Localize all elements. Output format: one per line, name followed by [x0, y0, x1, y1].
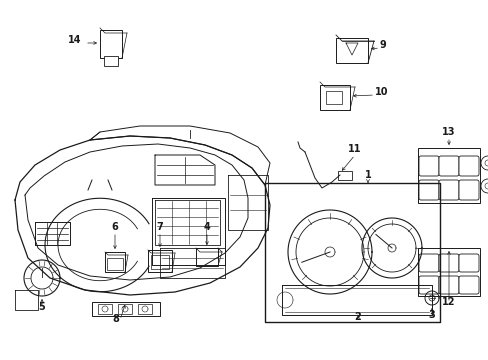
- Text: 11: 11: [347, 144, 361, 154]
- FancyBboxPatch shape: [418, 156, 438, 176]
- FancyBboxPatch shape: [196, 248, 218, 266]
- FancyBboxPatch shape: [417, 148, 479, 203]
- Text: 8: 8: [112, 314, 119, 324]
- Text: 12: 12: [441, 297, 455, 307]
- FancyBboxPatch shape: [438, 276, 458, 294]
- FancyBboxPatch shape: [148, 250, 172, 272]
- Text: 9: 9: [379, 40, 386, 50]
- FancyBboxPatch shape: [104, 56, 118, 66]
- FancyBboxPatch shape: [335, 38, 367, 63]
- FancyBboxPatch shape: [105, 252, 125, 272]
- Text: 6: 6: [111, 222, 118, 232]
- FancyBboxPatch shape: [319, 85, 349, 110]
- Text: 5: 5: [39, 302, 45, 312]
- FancyBboxPatch shape: [100, 30, 122, 58]
- FancyBboxPatch shape: [458, 156, 478, 176]
- FancyBboxPatch shape: [118, 304, 132, 314]
- FancyBboxPatch shape: [418, 180, 438, 200]
- FancyBboxPatch shape: [458, 254, 478, 272]
- FancyBboxPatch shape: [458, 180, 478, 200]
- FancyBboxPatch shape: [458, 276, 478, 294]
- FancyBboxPatch shape: [417, 248, 479, 296]
- Text: 10: 10: [374, 87, 387, 97]
- FancyBboxPatch shape: [418, 254, 438, 272]
- FancyBboxPatch shape: [418, 276, 438, 294]
- Text: 7: 7: [156, 222, 163, 232]
- FancyBboxPatch shape: [107, 258, 123, 270]
- Text: 13: 13: [441, 127, 455, 137]
- FancyBboxPatch shape: [92, 302, 160, 316]
- Text: 1: 1: [364, 170, 370, 180]
- FancyBboxPatch shape: [438, 254, 458, 272]
- FancyBboxPatch shape: [98, 304, 112, 314]
- FancyBboxPatch shape: [438, 156, 458, 176]
- FancyBboxPatch shape: [337, 171, 351, 180]
- FancyBboxPatch shape: [138, 304, 152, 314]
- Text: 3: 3: [428, 310, 434, 320]
- FancyBboxPatch shape: [438, 180, 458, 200]
- FancyBboxPatch shape: [325, 91, 341, 104]
- Text: 2: 2: [354, 312, 361, 322]
- Text: 4: 4: [203, 222, 210, 232]
- Text: 14: 14: [68, 35, 81, 45]
- FancyBboxPatch shape: [151, 255, 169, 269]
